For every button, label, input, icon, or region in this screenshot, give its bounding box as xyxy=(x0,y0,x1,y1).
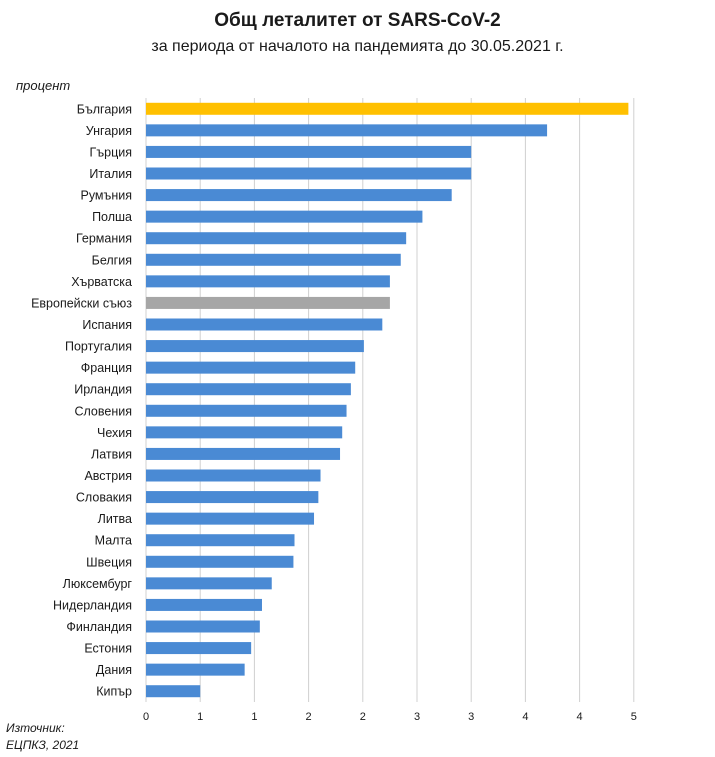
category-label: Хърватска xyxy=(71,275,132,289)
category-label: Литва xyxy=(98,512,132,526)
bar-27 xyxy=(146,663,245,676)
bar-5 xyxy=(146,189,452,202)
category-labels: България Унгария Гърция Италия Румъния Полша Г… xyxy=(31,102,132,698)
bar-7 xyxy=(146,232,407,245)
source-label: Източник: xyxy=(6,721,65,735)
x-tick-label: 2 xyxy=(306,711,312,723)
bar-18 xyxy=(146,469,321,482)
bar-14 xyxy=(146,383,351,396)
chart-subtitle: за периода от началото на пандемията до … xyxy=(151,38,564,55)
bar-1 xyxy=(146,102,629,115)
category-label: Португалия xyxy=(65,340,132,354)
category-label: Ирландия xyxy=(74,383,132,397)
category-label: Франция xyxy=(81,361,132,375)
bar-17 xyxy=(146,447,341,460)
category-label: Словения xyxy=(74,404,132,418)
x-tick-label: 0 xyxy=(143,711,149,723)
bar-11 xyxy=(146,318,383,331)
bar-10 xyxy=(146,296,390,309)
x-tick-label: 2 xyxy=(360,711,366,723)
source-note: Източник: ЕЦПКЗ, 2021 xyxy=(6,720,79,754)
x-tick-labels: 0 1 1 2 2 3 3 4 4 5 xyxy=(143,711,637,723)
x-tick-label: 1 xyxy=(197,711,203,723)
bar-19 xyxy=(146,491,319,504)
bar-12 xyxy=(146,340,364,353)
bar-20 xyxy=(146,512,315,525)
bar-2 xyxy=(146,124,548,137)
bar-6 xyxy=(146,210,423,223)
bar-21 xyxy=(146,534,295,547)
x-tick-label: 5 xyxy=(631,711,637,723)
x-tick-label: 3 xyxy=(468,711,474,723)
bar-3 xyxy=(146,145,472,158)
category-label: Естония xyxy=(84,642,132,656)
category-label: Финландия xyxy=(66,620,132,634)
category-label: Европейски съюз xyxy=(31,296,132,310)
category-label: Словакия xyxy=(76,491,132,505)
bar-24 xyxy=(146,598,262,611)
category-label: Кипър xyxy=(96,685,132,699)
category-label: Белгия xyxy=(92,253,132,267)
category-label: Малта xyxy=(95,534,132,548)
category-label: Унгария xyxy=(86,124,132,138)
bar-13 xyxy=(146,361,356,374)
bar-23 xyxy=(146,577,272,590)
bar-28 xyxy=(146,685,201,698)
category-label: България xyxy=(77,102,132,116)
category-label: Дания xyxy=(96,663,132,677)
x-tick-label: 4 xyxy=(577,711,583,723)
bar-4 xyxy=(146,167,472,180)
category-label: Румъния xyxy=(80,189,132,203)
grid-lines xyxy=(145,98,635,702)
bar-16 xyxy=(146,426,343,439)
category-label: Люксембург xyxy=(63,577,133,591)
category-label: Латвия xyxy=(91,447,132,461)
source-value: ЕЦПКЗ, 2021 xyxy=(6,738,80,752)
category-label: Швеция xyxy=(86,555,132,569)
bar-9 xyxy=(146,275,390,288)
category-label: Полша xyxy=(92,210,132,224)
category-label: Испания xyxy=(82,318,132,332)
x-tick-label: 3 xyxy=(414,711,420,723)
bar-22 xyxy=(146,555,294,568)
x-tick-label: 1 xyxy=(251,711,257,723)
y-axis-label: процент xyxy=(16,78,71,93)
category-label: Италия xyxy=(89,167,132,181)
bars xyxy=(146,102,629,698)
bar-26 xyxy=(146,642,252,655)
bar-15 xyxy=(146,404,347,417)
x-tick-label: 4 xyxy=(522,711,528,723)
category-label: Нидерландия xyxy=(53,598,132,612)
chart-title: Общ леталитет от SARS-CoV-2 xyxy=(214,10,501,31)
bar-25 xyxy=(146,620,260,633)
category-label: Австрия xyxy=(84,469,132,483)
category-label: Германия xyxy=(76,232,132,246)
bar-8 xyxy=(146,253,401,266)
category-label: Гърция xyxy=(90,145,132,159)
category-label: Чехия xyxy=(97,426,132,440)
